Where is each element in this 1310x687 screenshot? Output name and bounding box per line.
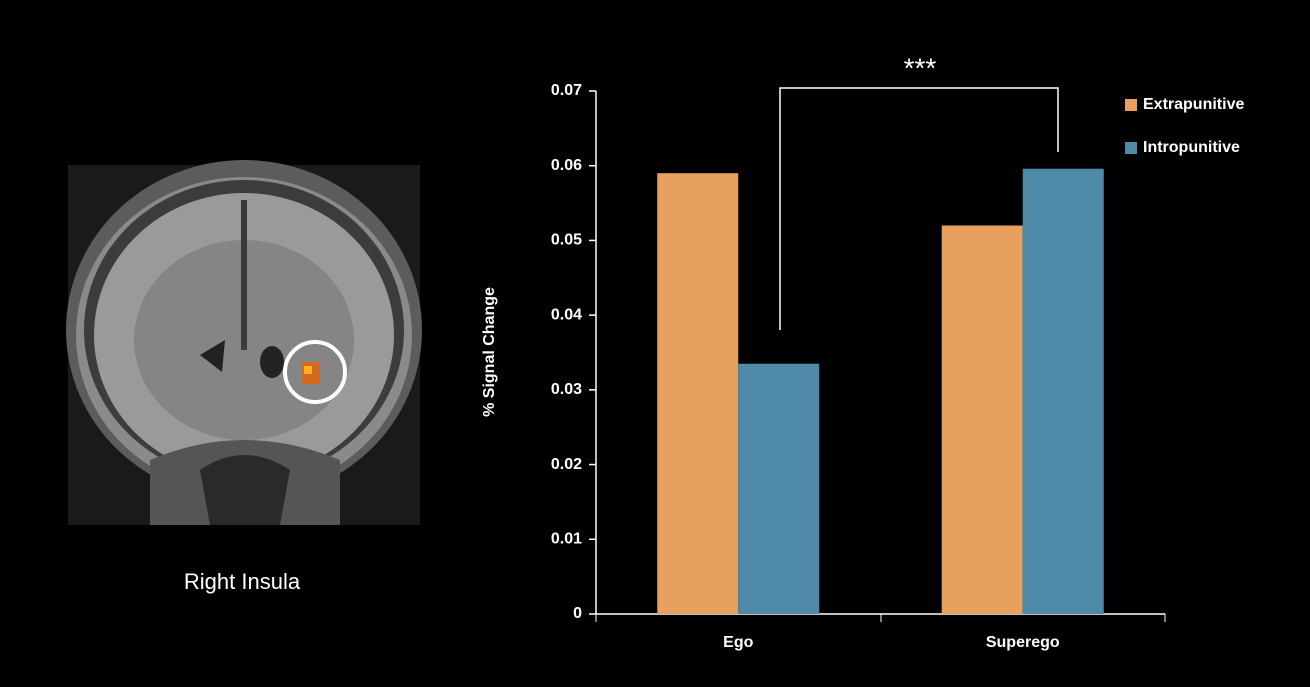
y-tick-label: 0 [573, 605, 582, 622]
bar [738, 364, 819, 614]
legend-label: Extrapunitive [1143, 96, 1244, 113]
legend-label: Intropunitive [1143, 139, 1240, 156]
y-tick-label: 0.02 [551, 456, 582, 473]
bar [1023, 169, 1104, 614]
bar [657, 173, 738, 614]
y-tick-label: 0.06 [551, 157, 582, 174]
y-tick-label: 0.03 [551, 381, 582, 398]
x-tick-label: Ego [723, 634, 753, 651]
image-caption: Right Insula [184, 569, 301, 594]
x-tick-label: Superego [986, 634, 1060, 651]
bar [942, 225, 1023, 614]
page: Right Insula % Signal Change *** 0 0.01 0.… [0, 0, 1310, 687]
y-axis-label: % Signal Change [481, 287, 498, 417]
y-tick-label: 0.05 [551, 232, 582, 249]
brain-image [66, 160, 422, 525]
y-tick-label: 0.07 [551, 82, 582, 99]
y-tick-label: 0.04 [551, 306, 582, 323]
legend-swatch [1125, 99, 1137, 111]
significance-label: *** [904, 52, 937, 83]
legend-swatch [1125, 142, 1137, 154]
y-tick-label: 0.01 [551, 531, 582, 548]
